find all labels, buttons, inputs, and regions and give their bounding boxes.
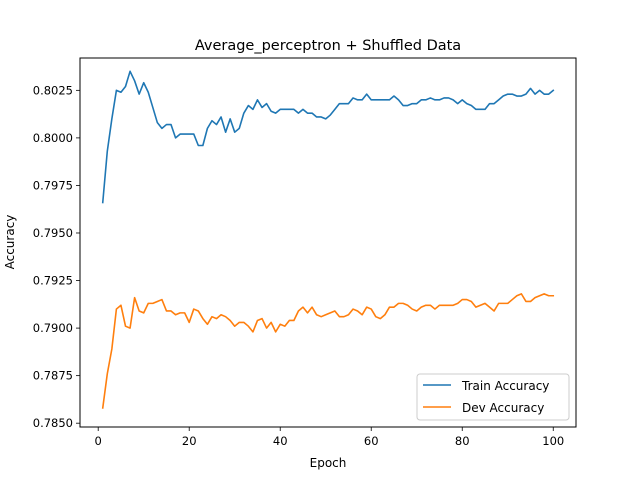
y-tick-label: 0.7875 xyxy=(33,369,73,383)
x-axis-ticks: 0 20 40 60 80 100 xyxy=(95,427,564,448)
plot-series xyxy=(101,70,555,409)
x-tick-label: 80 xyxy=(455,434,470,448)
series-line-train-accuracy xyxy=(101,70,555,204)
legend-label-dev: Dev Accuracy xyxy=(462,401,544,415)
plot-frame xyxy=(79,57,577,428)
legend-box xyxy=(416,373,570,421)
y-tick-label: 0.8025 xyxy=(33,83,73,97)
y-tick-label: 0.8000 xyxy=(33,131,73,145)
y-tick-label: 0.7975 xyxy=(33,178,73,192)
x-tick-label: 40 xyxy=(273,434,288,448)
x-tick-label: 0 xyxy=(95,434,102,448)
x-axis-label: Epoch xyxy=(310,456,347,470)
y-tick-label: 0.7950 xyxy=(33,226,73,240)
y-tick-label: 0.7850 xyxy=(33,416,73,430)
y-axis-ticks: 0.7850 0.7875 0.7900 0.7925 0.7950 0.7975 0.80… xyxy=(33,83,80,430)
series-line-dev-accuracy xyxy=(101,293,555,409)
y-axis-label: Accuracy xyxy=(3,215,17,270)
y-tick-label: 0.7925 xyxy=(33,274,73,288)
x-tick-label: 20 xyxy=(182,434,197,448)
x-tick-label: 100 xyxy=(542,434,564,448)
legend: Train Accuracy Dev Accuracy xyxy=(416,373,570,421)
x-tick-label: 60 xyxy=(364,434,379,448)
chart-title: Average_perceptron + Shuffled Data xyxy=(195,38,461,54)
y-tick-label: 0.7900 xyxy=(33,321,73,335)
legend-label-train: Train Accuracy xyxy=(461,379,549,393)
